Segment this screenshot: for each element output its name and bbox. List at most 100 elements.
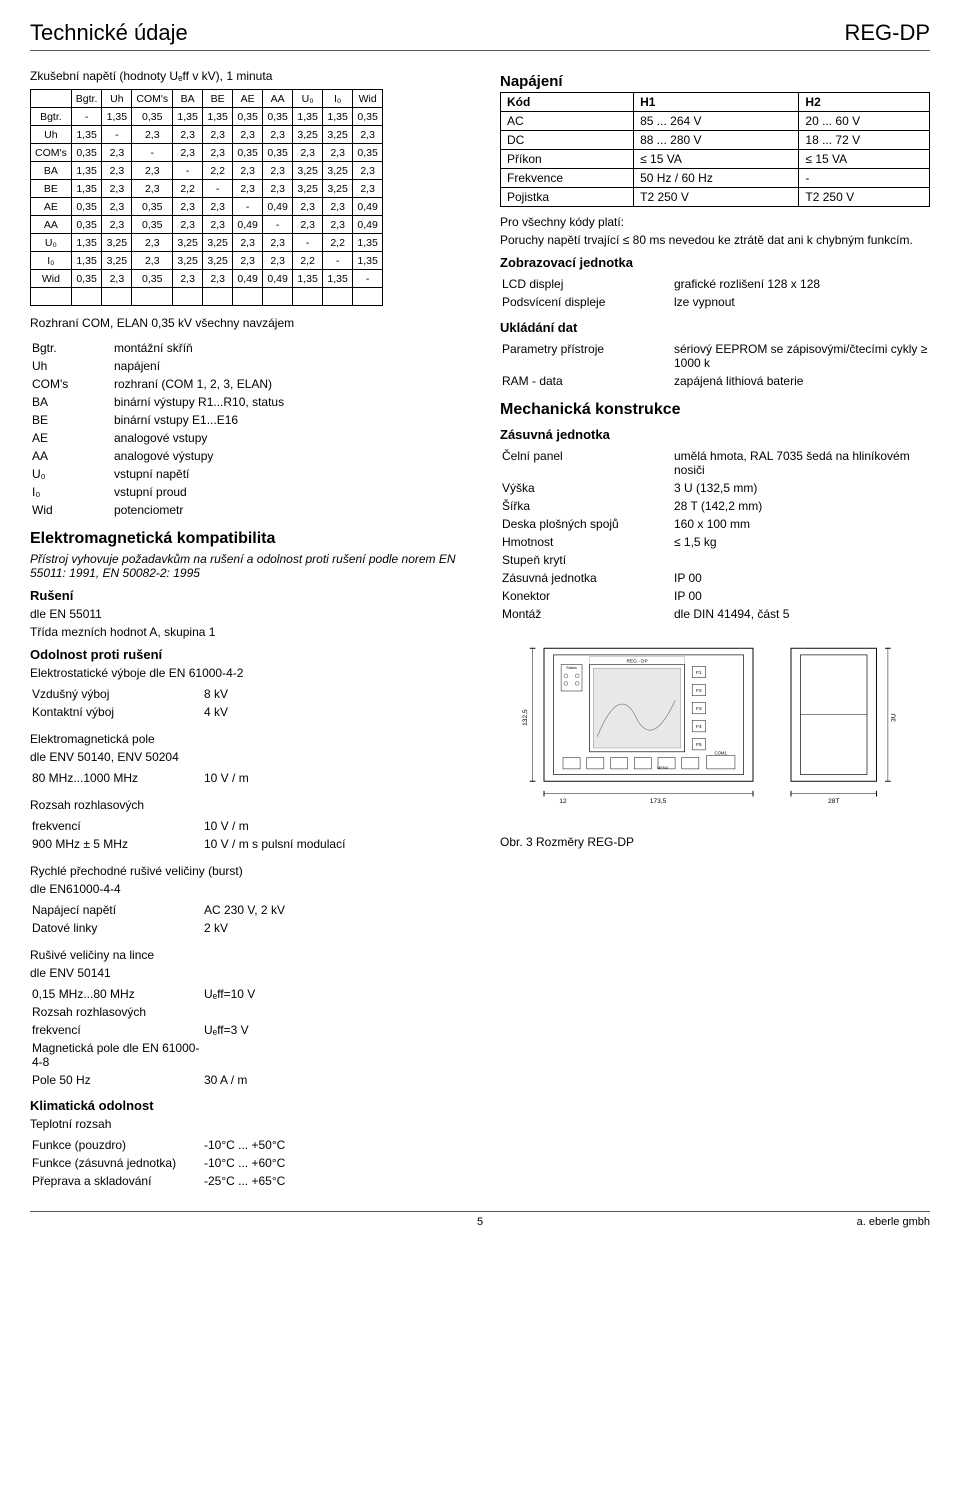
kody-line: Pro všechny kódy platí: bbox=[500, 215, 930, 229]
svg-text:REG - DP: REG - DP bbox=[627, 659, 648, 665]
linka-table: 0,15 MHz...80 MHzUₑff=10 VRozsah rozhlas… bbox=[30, 984, 257, 1090]
matrix-header: AA bbox=[263, 90, 293, 108]
kv-row: frekvencí10 V / m bbox=[32, 818, 345, 834]
kv-row: BAbinární výstupy R1...R10, status bbox=[32, 394, 284, 410]
matrix-row: BE1,352,32,32,2-2,32,33,253,252,3 bbox=[31, 180, 383, 198]
emc-title: Elektromagnetická kompatibilita bbox=[30, 530, 470, 548]
kv-row: Napájecí napětíAC 230 V, 2 kV bbox=[32, 902, 285, 918]
matrix-row: Bgtr.-1,350,351,351,350,350,351,351,350,… bbox=[31, 108, 383, 126]
kv-row: Uhnapájení bbox=[32, 358, 284, 374]
kv-row: Zásuvná jednotkaIP 00 bbox=[502, 570, 928, 586]
kv-row: Rozsah rozhlasových bbox=[32, 1004, 255, 1020]
kv-row: Podsvícení displejelze vypnout bbox=[502, 294, 820, 310]
linka-sub: Rušivé veličiny na lince bbox=[30, 948, 470, 962]
kv-row: BEbinární vstupy E1...E16 bbox=[32, 412, 284, 428]
kv-row: AAanalogové výstupy bbox=[32, 448, 284, 464]
mech-table: Čelní panelumělá hmota, RAL 7035 šedá na… bbox=[500, 446, 930, 624]
matrix-header: COM's bbox=[132, 90, 173, 108]
kv-row: Přeprava a skladování-25°C ... +65°C bbox=[32, 1173, 285, 1189]
dimensions-diagram: REG - DP Status F1F2F3F4F5 COM1 132,5 bbox=[500, 634, 930, 824]
kv-row: Parametry přístrojesériový EEPROM se záp… bbox=[502, 341, 928, 371]
odolnost-sub: Elektrostatické výboje dle EN 61000-4-2 bbox=[30, 666, 470, 680]
power-row: Frekvence50 Hz / 60 Hz- bbox=[501, 169, 930, 188]
header-left: Technické údaje bbox=[30, 20, 188, 46]
svg-text:12: 12 bbox=[559, 798, 567, 805]
right-column: Napájení KódH1H2AC85 ... 264 V20 ... 60 … bbox=[500, 65, 930, 1191]
power-row: Příkon≤ 15 VA≤ 15 VA bbox=[501, 150, 930, 169]
svg-text:MENU: MENU bbox=[657, 766, 668, 770]
kody-para: Poruchy napětí trvající ≤ 80 ms nevedou … bbox=[500, 233, 930, 247]
power-header: H2 bbox=[799, 93, 930, 112]
emfield-sub: Elektromagnetická pole bbox=[30, 732, 470, 746]
power-row: PojistkaT2 250 VT2 250 V bbox=[501, 188, 930, 207]
matrix-row: AE0,352,30,352,32,3-0,492,32,30,49 bbox=[31, 198, 383, 216]
left-column: Zkušební napětí (hodnoty Uₑff v kV), 1 m… bbox=[30, 65, 470, 1191]
kv-row: Pole 50 Hz30 A / m bbox=[32, 1072, 255, 1088]
kv-row: Datové linky2 kV bbox=[32, 920, 285, 936]
svg-text:132,5: 132,5 bbox=[522, 709, 529, 726]
matrix-row: BA1,352,32,3-2,22,32,33,253,252,3 bbox=[31, 162, 383, 180]
kv-row: Stupeň krytí bbox=[502, 552, 928, 568]
burst-sub: Rychlé přechodné rušivé veličiny (burst) bbox=[30, 864, 470, 878]
svg-text:173,5: 173,5 bbox=[650, 798, 667, 805]
matrix-header bbox=[31, 90, 72, 108]
mech-title: Mechanická konstrukce bbox=[500, 401, 930, 419]
matrix-row: Wid0,352,30,352,32,30,490,491,351,35- bbox=[31, 270, 383, 288]
page-footer: 5 a. eberle gmbh bbox=[30, 1211, 930, 1228]
svg-text:3U: 3U bbox=[891, 713, 898, 722]
kv-row: Montáždle DIN 41494, část 5 bbox=[502, 606, 928, 622]
matrix-header: U₀ bbox=[293, 90, 323, 108]
napajeni-title: Napájení bbox=[500, 73, 930, 90]
svg-text:F4: F4 bbox=[696, 724, 702, 730]
rozhrani-line: Rozhraní COM, ELAN 0,35 kV všechny navzá… bbox=[30, 316, 470, 330]
kv-row: Funkce (zásuvná jednotka)-10°C ... +60°C bbox=[32, 1155, 285, 1171]
matrix-header: Bgtr. bbox=[71, 90, 102, 108]
matrix-header: I₀ bbox=[323, 90, 353, 108]
kv-row: Funkce (pouzdro)-10°C ... +50°C bbox=[32, 1137, 285, 1153]
burst-sub2: dle EN61000-4-4 bbox=[30, 882, 470, 896]
emc-para: Přístroj vyhovuje požadavkům na rušení a… bbox=[30, 552, 470, 580]
figure-caption: Obr. 3 Rozměry REG-DP bbox=[500, 835, 930, 849]
burst-table: Napájecí napětíAC 230 V, 2 kV Datové link… bbox=[30, 900, 287, 938]
rozhlas-table: frekvencí10 V / m 900 MHz ± 5 MHz10 V / m… bbox=[30, 816, 347, 854]
footer-brand: a. eberle gmbh bbox=[810, 1216, 930, 1228]
test-voltage-matrix: Bgtr.UhCOM'sBABEAEAAU₀I₀WidBgtr.-1,350,3… bbox=[30, 89, 383, 306]
kv-row: AEanalogové vstupy bbox=[32, 430, 284, 446]
matrix-header: Wid bbox=[353, 90, 383, 108]
kv-row: I₀vstupní proud bbox=[32, 484, 284, 500]
matrix-header: BE bbox=[203, 90, 233, 108]
svg-text:F2: F2 bbox=[696, 688, 702, 694]
uklad-table: Parametry přístrojesériový EEPROM se záp… bbox=[500, 339, 930, 391]
zobraz-table: LCD displejgrafické rozlišení 128 x 128P… bbox=[500, 274, 822, 312]
svg-text:Status: Status bbox=[566, 666, 577, 670]
kv-row: Bgtr.montážní skříň bbox=[32, 340, 284, 356]
power-row: AC85 ... 264 V20 ... 60 V bbox=[501, 112, 930, 131]
kv-row: frekvencíUₑff=3 V bbox=[32, 1022, 255, 1038]
power-table: KódH1H2AC85 ... 264 V20 ... 60 VDC88 ...… bbox=[500, 92, 930, 207]
svg-text:F3: F3 bbox=[696, 706, 702, 712]
kv-row: Výška3 U (132,5 mm) bbox=[502, 480, 928, 496]
ruseni-text2: Třída mezních hodnot A, skupina 1 bbox=[30, 625, 470, 639]
odolnost-table: Vzdušný výboj8 kV Kontaktní výboj4 kV bbox=[30, 684, 230, 722]
power-row: DC88 ... 280 V18 ... 72 V bbox=[501, 131, 930, 150]
kv-row: 900 MHz ± 5 MHz10 V / m s pulsní modulac… bbox=[32, 836, 345, 852]
kv-row: Vzdušný výboj8 kV bbox=[32, 686, 228, 702]
rozhlas-sub: Rozsah rozhlasových bbox=[30, 798, 470, 812]
linka-sub2: dle ENV 50141 bbox=[30, 966, 470, 980]
kv-row: COM'srozhraní (COM 1, 2, 3, ELAN) bbox=[32, 376, 284, 392]
svg-text:F5: F5 bbox=[696, 742, 702, 748]
page-number: 5 bbox=[150, 1216, 810, 1228]
matrix-header: AE bbox=[233, 90, 263, 108]
matrix-row: AA0,352,30,352,32,30,49-2,32,30,49 bbox=[31, 216, 383, 234]
klima-table: Funkce (pouzdro)-10°C ... +50°C Funkce (… bbox=[30, 1135, 287, 1191]
kv-row: 80 MHz...1000 MHz10 V / m bbox=[32, 770, 249, 786]
kv-row: RAM - datazapájená lithiová baterie bbox=[502, 373, 928, 389]
klima-sub: Teplotní rozsah bbox=[30, 1117, 470, 1131]
kv-row: Kontaktní výboj4 kV bbox=[32, 704, 228, 720]
power-header: H1 bbox=[634, 93, 799, 112]
kv-row: U₀vstupní napětí bbox=[32, 466, 284, 482]
kv-row: Čelní panelumělá hmota, RAL 7035 šedá na… bbox=[502, 448, 928, 478]
kv-row: Deska plošných spojů160 x 100 mm bbox=[502, 516, 928, 532]
header-right: REG-DP bbox=[844, 20, 930, 46]
svg-text:COM1: COM1 bbox=[715, 751, 728, 756]
